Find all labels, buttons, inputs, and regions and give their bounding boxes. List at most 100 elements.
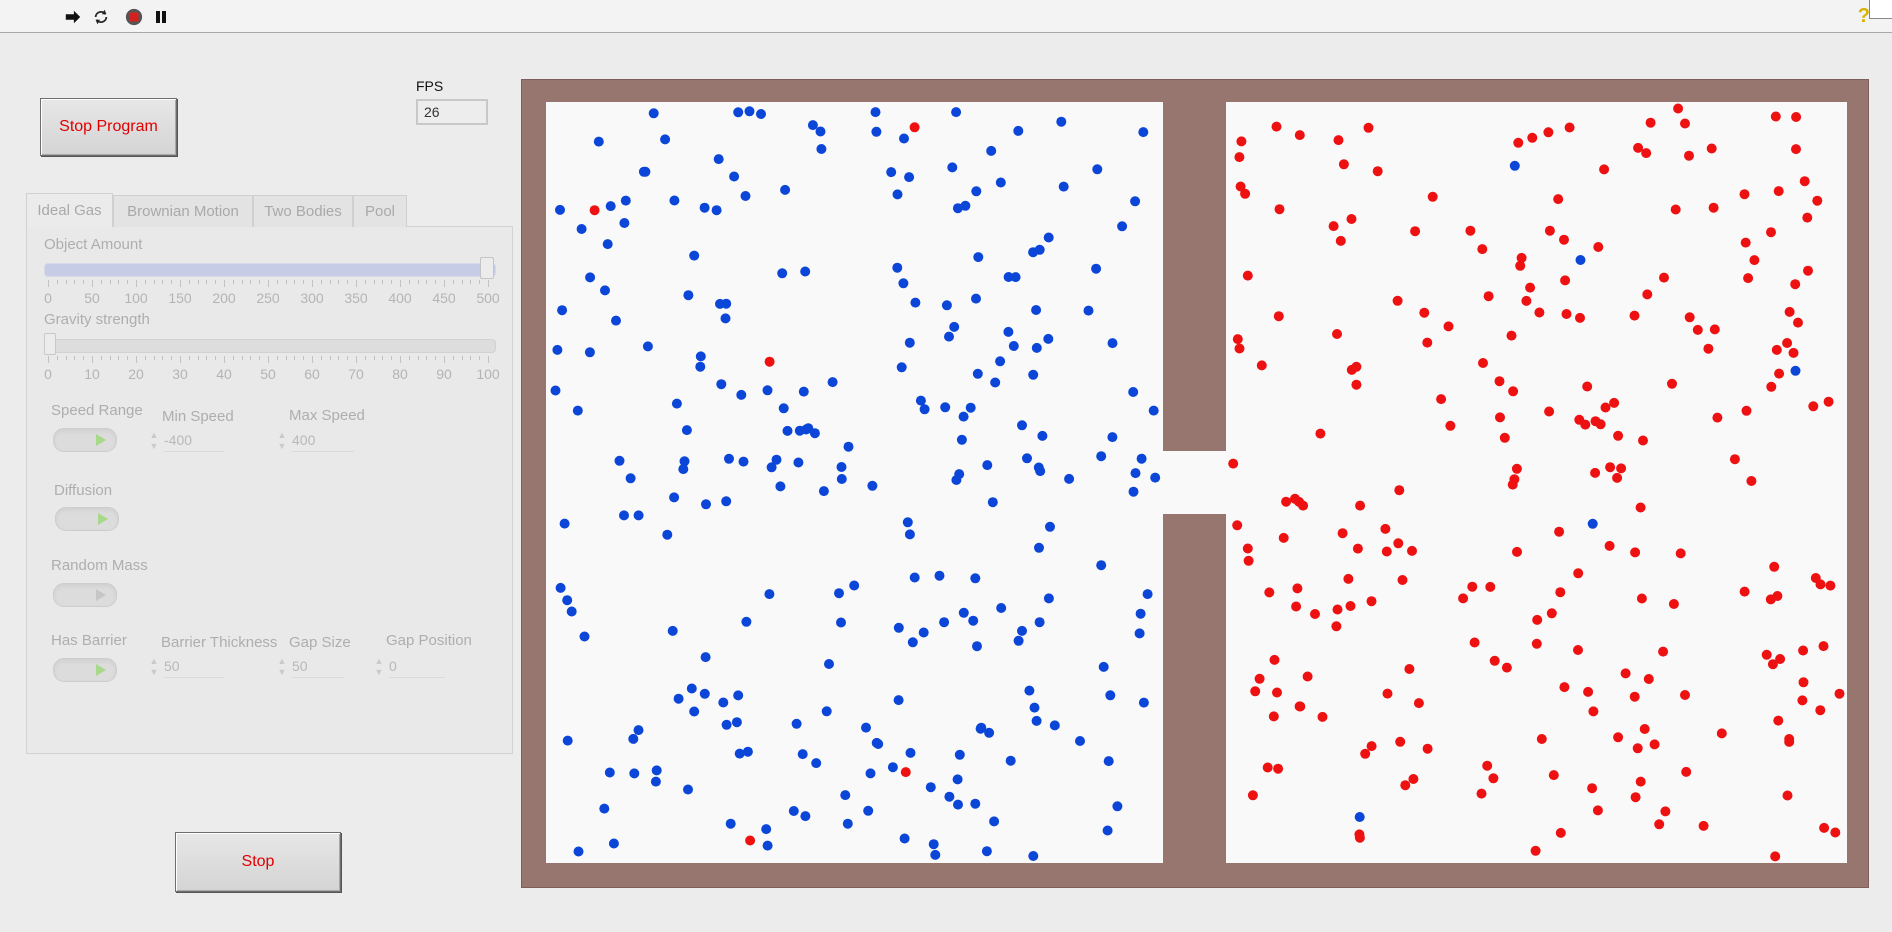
red-particle: [1534, 307, 1545, 318]
slider-tick: [259, 356, 261, 360]
slider-tick: [232, 280, 234, 284]
red-particle: [1818, 641, 1829, 652]
slider-tick: [294, 356, 296, 360]
toolbar: ?: [0, 0, 1892, 33]
blue-particle: [956, 434, 967, 445]
gravity-tick-label: 70: [348, 366, 364, 382]
blue-particle: [958, 607, 969, 618]
red-particle: [1641, 148, 1652, 159]
barrier-thickness-input[interactable]: ▲ ▼ 50: [148, 656, 228, 678]
slider-tick: [144, 356, 146, 360]
slider-tick: [444, 280, 445, 287]
max-speed-input[interactable]: ▲ ▼ 400: [276, 430, 356, 452]
gap-size-input[interactable]: ▲ ▼ 50: [276, 656, 346, 678]
blue-particle: [1010, 272, 1021, 283]
blue-particle: [925, 782, 936, 793]
red-particle: [1798, 645, 1809, 656]
slider-tick: [479, 356, 481, 360]
red-particle: [1366, 741, 1377, 752]
blue-particle: [628, 733, 639, 744]
red-particle: [1803, 265, 1813, 276]
blue-particle: [725, 818, 736, 829]
speed-range-toggle[interactable]: [53, 428, 117, 452]
blue-particle: [761, 824, 772, 835]
stop-program-button[interactable]: Stop Program: [40, 98, 177, 156]
blue-particle: [778, 403, 789, 414]
blue-particle: [555, 582, 566, 593]
blue-particle: [898, 278, 909, 289]
blue-particle: [1098, 661, 1109, 672]
slider-tick: [136, 280, 137, 287]
diffusion-toggle[interactable]: [55, 507, 119, 531]
run-continuously-icon[interactable]: [92, 8, 110, 26]
slider-tick: [180, 280, 181, 287]
window-corner-icon: [1869, 0, 1892, 19]
tab-ideal-gas[interactable]: Ideal Gas: [26, 193, 113, 227]
pause-icon[interactable]: [152, 8, 170, 26]
slider-tick: [470, 280, 472, 284]
gap-position-input[interactable]: ▲ ▼ 0: [373, 656, 449, 678]
red-particle: [1355, 500, 1366, 511]
red-particle: [1262, 762, 1273, 773]
blue-particle: [1034, 617, 1045, 628]
slider-tick: [303, 356, 305, 360]
red-particle: [1393, 538, 1404, 549]
blue-particle: [1102, 825, 1113, 836]
red-particle: [1761, 649, 1772, 660]
spinner-arrows-icon[interactable]: ▲ ▼: [374, 656, 384, 677]
red-particle: [1482, 760, 1493, 771]
red-particle: [1740, 237, 1751, 248]
blue-particle: [662, 529, 673, 540]
tab-brownian-motion[interactable]: Brownian Motion: [113, 195, 253, 227]
spinner-arrows-icon[interactable]: ▲ ▼: [149, 430, 159, 451]
random-mass-toggle[interactable]: [53, 583, 117, 607]
blue-particle: [1107, 432, 1118, 443]
blue-particle: [1128, 486, 1139, 497]
spinner-arrows-icon[interactable]: ▲ ▼: [277, 656, 287, 677]
abort-icon[interactable]: [125, 8, 143, 26]
blue-particle: [572, 405, 583, 416]
slider-tick: [382, 280, 384, 284]
red-particle: [1269, 654, 1280, 665]
slider-tick: [197, 280, 199, 284]
red-particle: [1407, 545, 1417, 556]
slider-tick: [144, 280, 146, 284]
blue-particle: [989, 816, 1000, 827]
object-amount-tick-label: 350: [344, 290, 368, 306]
red-particle: [1410, 226, 1421, 237]
blue-particle: [669, 195, 680, 206]
blue-particle: [584, 347, 595, 358]
red-particle: [1555, 827, 1566, 838]
object-amount-label: Object Amount: [44, 236, 143, 253]
red-particle: [1582, 381, 1593, 392]
run-arrow-icon[interactable]: [64, 8, 82, 26]
blue-particle: [729, 171, 740, 182]
spinner-arrows-icon[interactable]: ▲ ▼: [149, 656, 159, 677]
blue-particle: [1034, 542, 1044, 553]
particle-layer: [550, 103, 1845, 862]
red-particle: [1501, 662, 1512, 673]
has-barrier-toggle[interactable]: [53, 658, 117, 682]
spinner-arrows-icon[interactable]: ▲ ▼: [277, 430, 287, 451]
min-speed-input[interactable]: ▲ ▼ -400: [148, 430, 226, 452]
object-amount-slider[interactable]: [44, 263, 496, 277]
blue-particle: [954, 749, 965, 760]
red-particle: [1516, 252, 1527, 263]
tab-pool[interactable]: Pool: [353, 195, 407, 227]
stop-button[interactable]: Stop: [175, 832, 341, 892]
blue-particle: [944, 331, 954, 342]
tab-two-bodies[interactable]: Two Bodies: [253, 195, 353, 227]
object-amount-slider-thumb[interactable]: [480, 257, 494, 279]
blue-particle: [642, 341, 653, 352]
help-icon[interactable]: ?: [1857, 5, 1870, 27]
gravity-slider-thumb[interactable]: [44, 333, 56, 355]
red-particle: [1394, 485, 1405, 496]
gravity-ticks: [48, 356, 489, 364]
blue-particle: [562, 595, 573, 606]
red-particle: [1254, 673, 1265, 684]
blue-particle: [579, 631, 590, 642]
slider-tick: [127, 280, 129, 284]
gravity-slider[interactable]: [44, 339, 496, 353]
blue-particle: [910, 297, 921, 308]
fps-indicator: 26: [416, 99, 488, 125]
